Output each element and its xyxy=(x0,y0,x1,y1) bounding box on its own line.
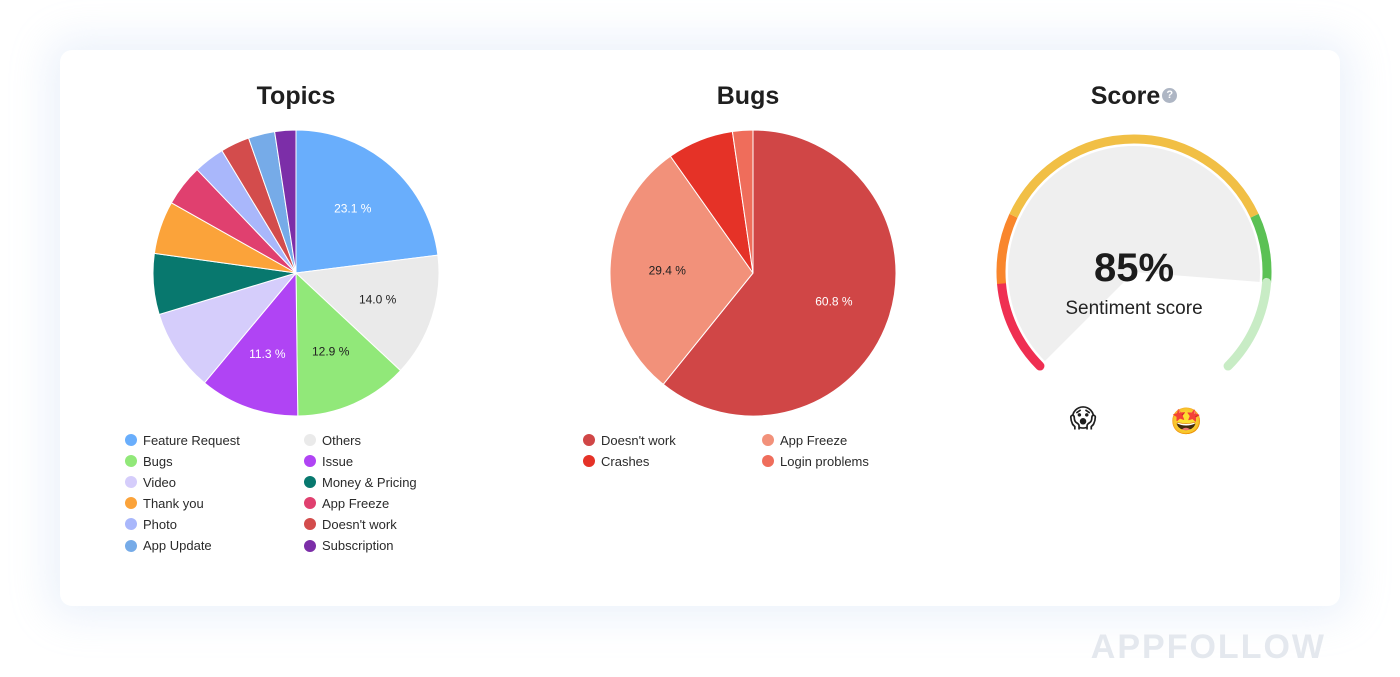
legend-swatch xyxy=(125,434,137,446)
topics-slice-video[interactable] xyxy=(158,272,298,384)
topics-legend-item-photo[interactable]: Photo xyxy=(125,516,177,532)
sentiment-score-label: Sentiment score xyxy=(1065,298,1203,319)
bugs-slice-login-problems[interactable] xyxy=(731,129,754,274)
bugs-data-label-doesn-t-work: 60.8 % xyxy=(815,295,853,309)
legend-label: Others xyxy=(322,432,362,448)
legend-swatch xyxy=(583,434,595,446)
topics-legend-item-money-pricing[interactable]: Money & Pricing xyxy=(304,474,417,490)
topics-slice-bugs[interactable] xyxy=(295,271,402,417)
legend-label: Money & Pricing xyxy=(322,474,417,490)
topics-legend-item-feature-request[interactable]: Feature Request xyxy=(125,432,240,448)
legend-swatch xyxy=(304,518,316,531)
bugs-slice-doesn-t-work[interactable] xyxy=(662,129,897,417)
legend-label: App Update xyxy=(143,538,212,553)
topics-slice-subscription[interactable] xyxy=(274,129,297,274)
topics-slice-others[interactable] xyxy=(294,254,440,372)
legend-swatch xyxy=(125,476,137,489)
topics-slice-issue[interactable] xyxy=(203,271,299,417)
scared-face-emoji-icon: 😱 xyxy=(1069,403,1097,433)
gauge-arc-segment-3 xyxy=(1009,134,1259,218)
bugs-data-label-app-freeze: 29.4 % xyxy=(649,263,687,277)
topics-legend-item-video[interactable]: Video xyxy=(125,474,176,490)
bugs-legend-item-doesn-t-work[interactable]: Doesn't work xyxy=(583,432,676,448)
bugs-legend-item-crashes[interactable]: Crashes xyxy=(583,453,649,469)
bugs-legend-item-login-problems[interactable]: Login problems xyxy=(762,453,869,469)
appfollow-watermark: APPFOLLOW xyxy=(1090,628,1326,666)
legend-swatch xyxy=(304,476,316,489)
legend-label: Photo xyxy=(143,516,177,532)
gauge-arc-segment-1 xyxy=(997,279,1045,371)
bugs-slice-app-freeze[interactable] xyxy=(609,155,754,386)
gauge-arc-segment-2 xyxy=(996,213,1018,284)
legend-swatch xyxy=(125,539,137,552)
topics-legend-item-doesn-t-work[interactable]: Doesn't work xyxy=(304,516,397,532)
legend-swatch xyxy=(125,518,137,531)
legend-label: Feature Request xyxy=(143,432,240,448)
legend-swatch xyxy=(304,434,316,446)
legend-label: App Freeze xyxy=(322,495,390,511)
topics-legend-item-subscription[interactable]: Subscription xyxy=(304,538,394,554)
gauge-arc-segment-5 xyxy=(1223,277,1272,371)
topics-legend-item-others[interactable]: Others xyxy=(304,432,361,448)
legend-label: Doesn't work xyxy=(601,432,676,448)
legend-label: Bugs xyxy=(143,453,173,469)
legend-swatch xyxy=(304,497,316,510)
legend-swatch xyxy=(125,455,137,468)
sentiment-score-value: 85% xyxy=(1093,246,1175,290)
star-struck-emoji-icon: 🤩 xyxy=(1170,406,1203,436)
legend-label: Video xyxy=(143,474,177,490)
gauge-arc-segment-4 xyxy=(1250,213,1272,283)
legend-label: App Freeze xyxy=(780,432,848,448)
legend-swatch xyxy=(304,455,316,468)
legend-swatch xyxy=(304,539,316,552)
legend-label: Subscription xyxy=(322,538,394,553)
bugs-chart-title: Bugs xyxy=(716,82,780,110)
legend-label: Crashes xyxy=(601,453,650,469)
legend-swatch xyxy=(125,497,137,510)
topics-chart-title: Topics xyxy=(256,82,336,110)
topics-data-label-others: 14.0 % xyxy=(359,292,397,306)
legend-label: Thank you xyxy=(143,495,204,511)
topics-slice-feature-request[interactable] xyxy=(295,129,439,274)
legend-label: Login problems xyxy=(780,453,869,469)
topics-legend-item-bugs[interactable]: Bugs xyxy=(125,453,173,469)
topics-data-label-feature-request: 23.1 % xyxy=(334,202,372,216)
bugs-legend-item-app-freeze[interactable]: App Freeze xyxy=(762,432,847,448)
score-title: Score? xyxy=(1034,82,1234,111)
topics-data-label-bugs: 12.9 % xyxy=(312,344,350,358)
legend-swatch xyxy=(762,434,774,446)
topics-legend-item-issue[interactable]: Issue xyxy=(304,453,353,469)
legend-swatch xyxy=(762,455,774,468)
gauge-empty-sector xyxy=(1042,272,1264,403)
legend-label: Issue xyxy=(322,453,354,469)
topics-legend-item-app-freeze[interactable]: App Freeze xyxy=(304,495,389,511)
legend-label: Doesn't work xyxy=(322,516,397,532)
topics-legend-item-app-update[interactable]: App Update xyxy=(125,538,212,554)
legend-swatch xyxy=(583,455,595,468)
topics-data-label-issue: 11.3 % xyxy=(249,347,286,361)
question-circle-icon[interactable]: ? xyxy=(1162,87,1178,103)
topics-legend-item-thank-you[interactable]: Thank you xyxy=(125,495,204,511)
